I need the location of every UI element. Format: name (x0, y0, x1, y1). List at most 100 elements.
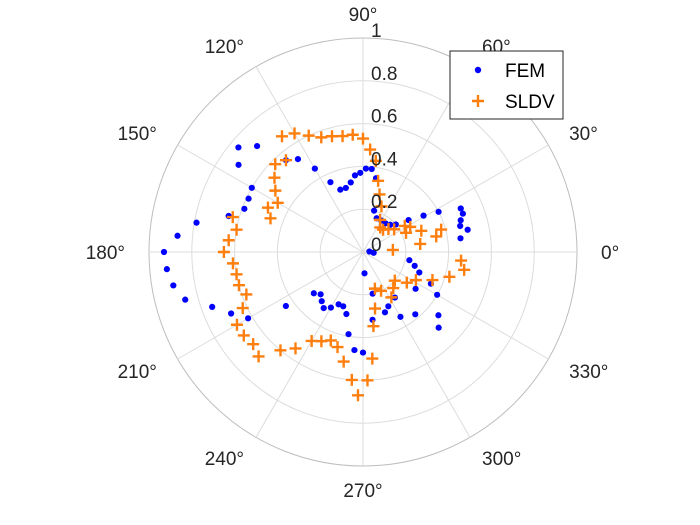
data-point (337, 355, 350, 368)
data-point (217, 246, 230, 258)
data-point (430, 230, 443, 243)
series-sldv (217, 127, 471, 402)
data-point (170, 282, 177, 289)
legend-label-sldv: SLDV (505, 92, 555, 113)
data-point (261, 201, 274, 214)
data-point (443, 270, 456, 283)
r-tick-label: 0.6 (371, 107, 397, 128)
data-point (387, 282, 400, 295)
data-point (320, 304, 327, 312)
theta-tick-label: 180° (86, 243, 125, 264)
theta-tick-label: 90° (349, 5, 378, 26)
data-point (269, 184, 282, 197)
data-point (236, 302, 249, 315)
data-point (420, 212, 427, 219)
data-point (331, 341, 344, 354)
grid-spoke (255, 66, 364, 253)
data-point (244, 315, 252, 322)
data-point (193, 219, 200, 226)
r-tick-label: 1 (371, 21, 382, 42)
data-point (245, 195, 252, 202)
data-point (397, 313, 404, 320)
data-point (375, 284, 388, 297)
data-point (253, 142, 261, 150)
data-point (459, 210, 466, 217)
data-point (406, 257, 413, 264)
legend-box (449, 50, 564, 120)
data-point (268, 171, 281, 184)
data-point (294, 155, 302, 163)
data-point (345, 373, 358, 386)
grid-spoke (362, 251, 471, 438)
data-point (237, 329, 250, 342)
series-fem (160, 142, 471, 356)
data-point (416, 269, 423, 276)
data-point (318, 298, 325, 305)
grid-spoke (177, 144, 364, 253)
data-point (368, 165, 375, 173)
data-point (381, 309, 389, 316)
r-tick-label: 0.4 (371, 149, 398, 170)
data-point (351, 389, 364, 402)
data-point (415, 224, 428, 237)
theta-tick-label: 330° (569, 362, 608, 383)
data-point (343, 310, 350, 318)
data-point (412, 285, 419, 292)
data-point (385, 303, 392, 310)
data-point (288, 127, 301, 140)
data-point (414, 237, 427, 250)
data-point (370, 207, 378, 214)
data-point (364, 143, 377, 156)
data-point (457, 222, 464, 230)
data-point (458, 263, 471, 276)
data-point (317, 291, 324, 298)
data-point (311, 165, 318, 172)
legend-label-fem: FEM (505, 61, 545, 82)
data-point (235, 161, 242, 168)
grid-spoke (255, 251, 364, 438)
data-point (230, 223, 243, 236)
data-point (369, 154, 382, 167)
data-point (435, 312, 442, 319)
data-point (310, 290, 317, 297)
data-point (241, 205, 248, 212)
data-point (362, 165, 370, 172)
data-point (434, 291, 441, 298)
data-point (388, 274, 401, 287)
data-point (327, 179, 334, 186)
data-point (435, 223, 448, 236)
legend-marker-fem (474, 66, 482, 74)
data-point (361, 374, 374, 387)
data-point (375, 200, 388, 213)
data-point (337, 186, 344, 193)
theta-tick-label: 210° (118, 362, 157, 383)
data-point (372, 174, 385, 187)
data-point (340, 303, 347, 310)
grid-spoke (177, 251, 364, 360)
data-point (282, 302, 289, 310)
data-point (400, 276, 413, 289)
data-point (222, 234, 235, 247)
data-point (248, 184, 255, 191)
theta-tick-label: 0° (601, 243, 619, 264)
data-point (274, 344, 287, 357)
data-point (357, 169, 364, 176)
data-point (252, 350, 265, 363)
data-point (366, 352, 379, 365)
legend-marker-sldv (472, 95, 484, 107)
data-point (279, 154, 292, 167)
data-point (240, 288, 253, 301)
data-point (228, 310, 235, 317)
data-point (435, 324, 442, 331)
data-point (289, 342, 302, 355)
data-point (457, 205, 464, 212)
data-point (325, 130, 338, 143)
legend: FEM SLDV (449, 50, 564, 120)
data-point (226, 257, 239, 270)
theta-tick-label: 30° (569, 124, 598, 145)
data-point (373, 188, 386, 201)
data-point (361, 270, 368, 277)
data-point (335, 301, 342, 308)
theta-tick-label: 270° (343, 481, 382, 502)
